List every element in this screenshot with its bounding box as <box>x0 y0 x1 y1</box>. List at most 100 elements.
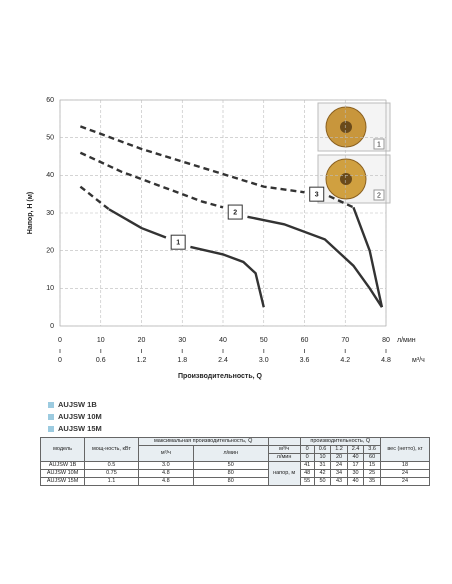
y-tick-label: 60 <box>46 97 54 104</box>
table-cell: 50 <box>192 461 269 470</box>
table-cell: 50 <box>313 477 332 486</box>
header-cell: производительность, Q <box>299 437 381 446</box>
header-cell: 1.2 <box>330 445 348 454</box>
table-cell: 80 <box>192 469 269 478</box>
curve-dashed <box>79 151 224 209</box>
y-tick-label: 40 <box>46 172 54 179</box>
table-cell: 18 <box>379 461 431 470</box>
spec-table: модель мощ-ность, кВт максимальная произво… <box>39 437 431 486</box>
curve-solid <box>190 245 265 308</box>
x-tick-label: 40 <box>219 337 227 344</box>
x-tick-label: 80 <box>382 337 390 344</box>
y-tick-label: 30 <box>46 210 54 217</box>
table-cell: 0.5 <box>84 461 139 470</box>
table-row: AUJSW 10M 0.75 4.8 80 48 42 34 30 25 24 <box>39 469 431 478</box>
chart: Напор, Н (м) Производительность, Q л/мин… <box>27 97 425 380</box>
table-cell: 4.8 <box>137 469 194 478</box>
header-cell: 60 <box>363 453 381 462</box>
x2-tick-label: 1.8 <box>177 357 187 364</box>
x-tick-label: 30 <box>178 337 186 344</box>
x-tick-label: 70 <box>341 337 349 344</box>
header-cell: напор, м <box>267 461 301 486</box>
header-cell: л/мин <box>267 453 301 462</box>
impeller-hub <box>340 173 352 185</box>
legend: AUJSW 1B AUJSW 10M AUJSW 15M <box>48 399 102 435</box>
header-cell: максимальная производительность, Q <box>137 437 269 446</box>
table-cell: 24 <box>379 469 431 478</box>
curve-dashed <box>79 125 305 194</box>
header-cell: м³/ч <box>137 445 194 462</box>
impeller-tag <box>373 138 385 150</box>
y-tick-label: 0 <box>50 323 54 330</box>
y-tick-label: 20 <box>46 248 54 255</box>
impeller-hub <box>340 121 352 133</box>
table-cell: 34 <box>330 469 348 478</box>
header-cell: 0 <box>299 445 315 454</box>
header-cell: 10 <box>313 453 332 462</box>
table-row: модель мощ-ность, кВт максимальная произво… <box>39 437 431 462</box>
table-cell: 24 <box>330 461 348 470</box>
curve-dashed <box>79 185 110 211</box>
x-tick-label: 10 <box>97 337 105 344</box>
y-tick-label: 10 <box>46 285 54 292</box>
header-cell: 20 <box>330 453 348 462</box>
curve-label: 1 <box>176 240 180 247</box>
header-cell: 0.6 <box>313 445 332 454</box>
legend-text: AUJSW 1B <box>58 400 97 409</box>
table-cell: 80 <box>192 477 269 486</box>
x-tick-label: 50 <box>260 337 268 344</box>
header-cell: 2.4 <box>346 445 365 454</box>
table-cell: AUJSW 15M <box>39 477 86 486</box>
legend-icon <box>48 426 54 433</box>
x2-tick-label: 1.2 <box>137 357 147 364</box>
x2-tick-label: 3.6 <box>300 357 310 364</box>
table-cell: 35 <box>363 477 381 486</box>
legend-icon <box>48 402 54 409</box>
legend-icon <box>48 414 54 421</box>
x2-tick-label: 4.2 <box>340 357 350 364</box>
header-cell: л/мин <box>192 445 269 462</box>
header-cell: модель <box>39 437 86 462</box>
legend-item: AUJSW 10M <box>48 411 102 423</box>
curve-label: 2 <box>233 209 237 216</box>
x2-tick-label: 0 <box>58 357 62 364</box>
header-cell: 3.6 <box>363 445 381 454</box>
header-cell <box>267 437 301 446</box>
curve-label: 3 <box>315 192 319 199</box>
x-tick-label: 60 <box>301 337 309 344</box>
table-cell: 0.75 <box>84 469 139 478</box>
legend-text: AUJSW 15M <box>58 424 102 433</box>
table-cell: 3.0 <box>137 461 194 470</box>
table-row: м³/ч л/мин м³/ч 0 0.6 1.2 2.4 3.6 <box>41 445 430 462</box>
impeller-tag <box>373 189 385 201</box>
x-unit: л/мин <box>397 337 416 344</box>
curve-solid <box>247 215 383 308</box>
x2-unit: м³/ч <box>412 357 425 364</box>
table-cell: 15 <box>363 461 381 470</box>
y-tick-label: 50 <box>46 135 54 142</box>
x2-tick-label: 0.6 <box>96 357 106 364</box>
x2-tick-label: 3.0 <box>259 357 269 364</box>
header-cell: м³/ч <box>267 445 301 454</box>
table-cell: 48 <box>299 469 315 478</box>
table-row: AUJSW 1B 0.5 3.0 50 напор, м 41 31 24 17 15 18 <box>39 461 431 486</box>
x2-tick-label: 4.8 <box>381 357 391 364</box>
table-cell: AUJSW 10M <box>39 469 86 478</box>
header-cell: мощ-ность, кВт <box>84 437 139 462</box>
table-cell: 30 <box>346 469 365 478</box>
impeller-label: 2 <box>377 192 381 199</box>
table-cell: 1.1 <box>84 477 139 486</box>
x-tick-label: 20 <box>138 337 146 344</box>
table-cell: 31 <box>313 461 332 470</box>
table-cell: 25 <box>363 469 381 478</box>
y-axis-title: Напор, Н (м) <box>27 192 34 234</box>
curve-tag <box>227 204 243 220</box>
legend-item: AUJSW 1B <box>48 399 102 411</box>
table-row: AUJSW 15M 1.1 4.8 80 55 50 43 40 35 24 <box>39 477 431 486</box>
table-cell: 41 <box>299 461 315 470</box>
table-cell: 40 <box>346 477 365 486</box>
impeller-label: 1 <box>377 141 381 148</box>
header-cell: 0 <box>299 453 315 462</box>
table-cell: 43 <box>330 477 348 486</box>
